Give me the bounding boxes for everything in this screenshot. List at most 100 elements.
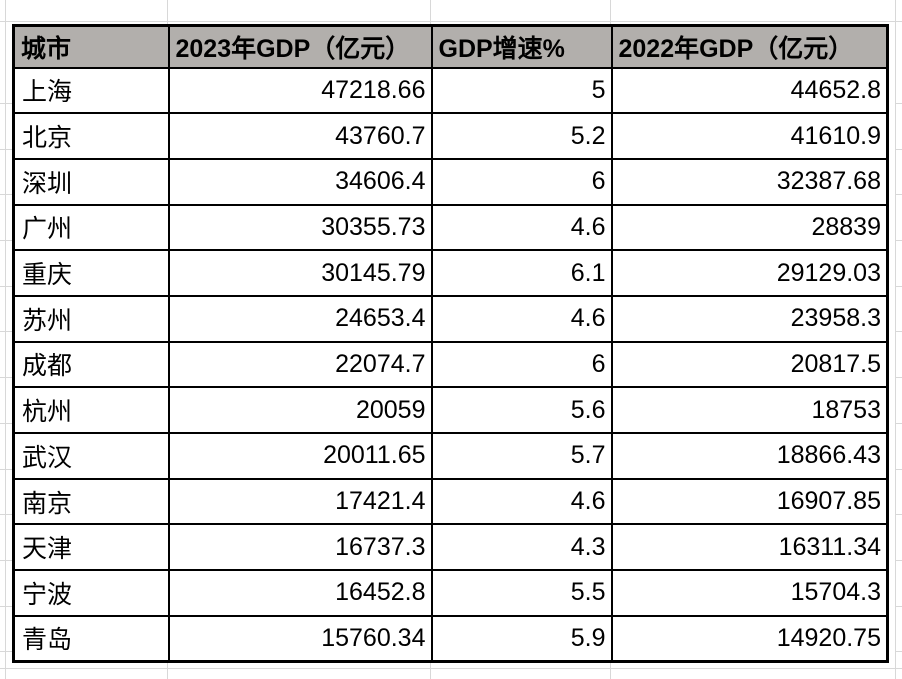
cell-growth[interactable]: 5 (430, 66, 613, 115)
cell-growth[interactable]: 6 (430, 157, 613, 206)
sheet-gridline (430, 0, 431, 24)
cell-city[interactable]: 上海 (12, 66, 170, 115)
cell-gdp-2023[interactable]: 34606.4 (167, 157, 433, 206)
sheet-gridline (895, 149, 902, 150)
table-row: 成都 22074.7 6 20817.5 (12, 340, 889, 389)
cell-city[interactable]: 苏州 (12, 294, 170, 343)
cell-city[interactable]: 宁波 (12, 569, 170, 617)
cell-growth[interactable]: 4.6 (430, 477, 613, 526)
sheet-gridline (0, 194, 12, 195)
sheet-gridline (430, 662, 431, 679)
sheet-gridline (0, 377, 12, 378)
cell-gdp-2023[interactable]: 16452.8 (167, 569, 433, 617)
cell-growth[interactable]: 5.6 (430, 386, 613, 434)
cell-city[interactable]: 杭州 (12, 386, 170, 434)
sheet-gridline (895, 514, 902, 515)
sheet-gridline (895, 0, 896, 679)
cell-growth[interactable]: 5.2 (430, 112, 613, 160)
cell-growth[interactable]: 5.5 (430, 569, 613, 617)
cell-city[interactable]: 成都 (12, 340, 170, 389)
cell-growth[interactable]: 5.9 (430, 614, 613, 663)
cell-gdp-2023[interactable]: 17421.4 (167, 477, 433, 526)
cell-growth[interactable]: 4.6 (430, 294, 613, 343)
sheet-gridline (0, 514, 12, 515)
cell-city[interactable]: 重庆 (12, 249, 170, 297)
sheet-gridline (895, 469, 902, 470)
cell-gdp-2023[interactable]: 15760.34 (167, 614, 433, 663)
cell-growth[interactable]: 4.6 (430, 203, 613, 252)
cell-city[interactable]: 广州 (12, 203, 170, 252)
cell-city[interactable]: 北京 (12, 112, 170, 160)
table-row: 杭州 20059 5.6 18753 (12, 386, 889, 434)
header-cell-growth[interactable]: GDP增速% (430, 24, 613, 69)
cell-gdp-2023[interactable]: 16737.3 (167, 523, 433, 572)
cell-gdp-2022[interactable]: 15704.3 (610, 569, 889, 617)
sheet-gridline (0, 651, 12, 652)
gdp-table-body: 上海 47218.66 5 44652.8 北京 43760.7 5.2 41610.9 深圳 3… (12, 66, 889, 663)
cell-gdp-2023[interactable]: 47218.66 (167, 66, 433, 115)
cell-city[interactable]: 南京 (12, 477, 170, 526)
cell-gdp-2022[interactable]: 16311.34 (610, 523, 889, 572)
sheet-gridline (5, 0, 6, 679)
sheet-gridline (895, 560, 902, 561)
sheet-gridline (610, 662, 611, 679)
cell-city[interactable]: 武汉 (12, 432, 170, 480)
cell-gdp-2022[interactable]: 20817.5 (610, 340, 889, 389)
cell-growth[interactable]: 5.7 (430, 432, 613, 480)
cell-gdp-2022[interactable]: 29129.03 (610, 249, 889, 297)
cell-city[interactable]: 青岛 (12, 614, 170, 663)
cell-gdp-2023[interactable]: 22074.7 (167, 340, 433, 389)
cell-gdp-2022[interactable]: 44652.8 (610, 66, 889, 115)
sheet-gridline (895, 194, 902, 195)
sheet-gridline (0, 423, 12, 424)
table-row: 广州 30355.73 4.6 28839 (12, 203, 889, 252)
cell-growth[interactable]: 6.1 (430, 249, 613, 297)
cell-gdp-2022[interactable]: 41610.9 (610, 112, 889, 160)
cell-gdp-2023[interactable]: 30145.79 (167, 249, 433, 297)
cell-city[interactable]: 深圳 (12, 157, 170, 206)
cell-gdp-2023[interactable]: 24653.4 (167, 294, 433, 343)
sheet-gridline (895, 377, 902, 378)
sheet-gridline (895, 423, 902, 424)
cell-growth[interactable]: 6 (430, 340, 613, 389)
sheet-gridline (0, 149, 12, 150)
table-row: 青岛 15760.34 5.9 14920.75 (12, 614, 889, 663)
table-row: 重庆 30145.79 6.1 29129.03 (12, 249, 889, 297)
sheet-gridline (0, 286, 12, 287)
table-row: 深圳 34606.4 6 32387.68 (12, 157, 889, 206)
sheet-gridline (0, 606, 12, 607)
table-row: 武汉 20011.65 5.7 18866.43 (12, 432, 889, 480)
sheet-gridline (167, 0, 168, 24)
sheet-gridline (895, 240, 902, 241)
gdp-table: 城市 2023年GDP（亿元） GDP增速% 2022年GDP（亿元） 上海 47… (12, 24, 889, 663)
cell-gdp-2022[interactable]: 28839 (610, 203, 889, 252)
table-row: 北京 43760.7 5.2 41610.9 (12, 112, 889, 160)
table-row: 苏州 24653.4 4.6 23958.3 (12, 294, 889, 343)
cell-growth[interactable]: 4.3 (430, 523, 613, 572)
cell-gdp-2023[interactable]: 20011.65 (167, 432, 433, 480)
sheet-gridline (895, 103, 902, 104)
cell-gdp-2023[interactable]: 30355.73 (167, 203, 433, 252)
cell-gdp-2022[interactable]: 14920.75 (610, 614, 889, 663)
header-cell-city[interactable]: 城市 (12, 24, 170, 69)
sheet-gridline (0, 331, 12, 332)
sheet-gridline (895, 331, 902, 332)
cell-gdp-2022[interactable]: 18866.43 (610, 432, 889, 480)
header-cell-gdp-2023[interactable]: 2023年GDP（亿元） (167, 24, 433, 69)
cell-gdp-2022[interactable]: 32387.68 (610, 157, 889, 206)
sheet-gridline (895, 606, 902, 607)
cell-city[interactable]: 天津 (12, 523, 170, 572)
cell-gdp-2022[interactable]: 16907.85 (610, 477, 889, 526)
table-row: 上海 47218.66 5 44652.8 (12, 66, 889, 115)
cell-gdp-2023[interactable]: 43760.7 (167, 112, 433, 160)
cell-gdp-2022[interactable]: 23958.3 (610, 294, 889, 343)
cell-gdp-2023[interactable]: 20059 (167, 386, 433, 434)
sheet-gridline (0, 103, 12, 104)
cell-gdp-2022[interactable]: 18753 (610, 386, 889, 434)
header-cell-gdp-2022[interactable]: 2022年GDP（亿元） (610, 24, 889, 69)
sheet-gridline (895, 651, 902, 652)
sheet-gridline (0, 21, 902, 22)
sheet-gridline (0, 560, 12, 561)
header-row: 城市 2023年GDP（亿元） GDP增速% 2022年GDP（亿元） (12, 24, 889, 69)
